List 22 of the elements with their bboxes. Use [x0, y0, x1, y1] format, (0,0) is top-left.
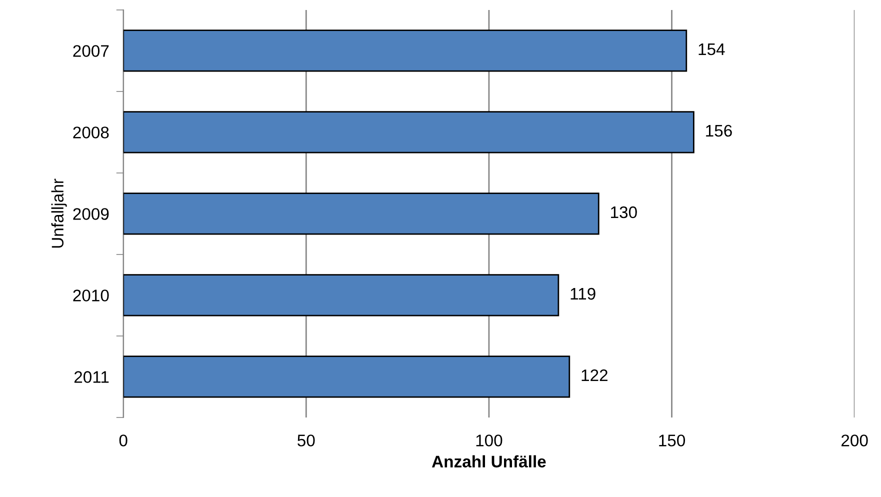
- y-tick-label: 2010: [73, 290, 109, 302]
- bar: [123, 111, 694, 154]
- data-label: 122: [582, 369, 608, 382]
- x-axis-title: Anzahl Unfälle: [432, 455, 546, 468]
- y-tick-label: 2007: [73, 45, 109, 57]
- data-label: 156: [706, 124, 732, 137]
- y-axis-title: Unfalljahr: [51, 178, 67, 248]
- x-tick-label: 200: [842, 434, 868, 446]
- y-tick-label: 2011: [74, 371, 109, 383]
- y-tick-label: 2008: [73, 126, 109, 138]
- bar: [123, 192, 600, 235]
- data-label: 119: [570, 288, 596, 300]
- data-label: 130: [611, 206, 637, 218]
- y-tick-label: 2009: [73, 208, 109, 220]
- x-tick-label: 50: [298, 434, 315, 446]
- x-tick-label: 100: [476, 434, 502, 446]
- bar: [123, 356, 570, 398]
- data-label: 154: [698, 44, 725, 56]
- bar: [123, 30, 688, 72]
- x-tick-label: 0: [119, 434, 128, 446]
- bar: [123, 274, 560, 316]
- x-tick-label: 150: [659, 434, 686, 446]
